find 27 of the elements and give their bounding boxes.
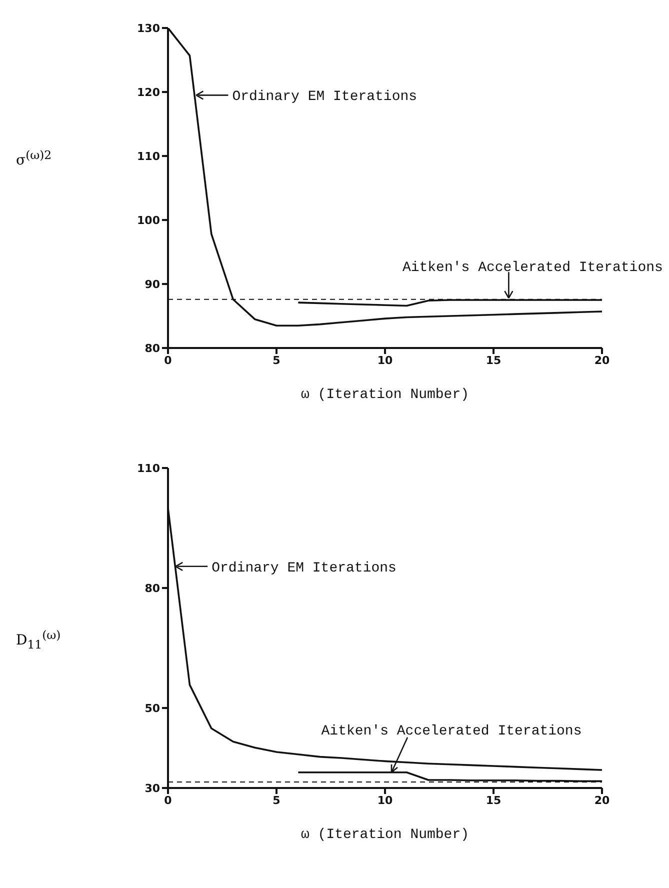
x-tick-label: 15 xyxy=(486,354,502,367)
y-tick-label: 130 xyxy=(137,22,160,35)
y-tick-label: 80 xyxy=(144,342,160,355)
y-tick-label: 100 xyxy=(137,214,160,227)
y-tick-label: 110 xyxy=(137,462,160,475)
y-tick-label: 110 xyxy=(137,150,160,163)
x-axis-title: ω (Iteration Number) xyxy=(300,827,470,843)
y-tick-label: 90 xyxy=(144,278,160,291)
x-tick-label: 15 xyxy=(486,794,502,807)
x-tick-label: 0 xyxy=(164,794,172,807)
x-tick-label: 10 xyxy=(377,354,393,367)
x-tick-label: 5 xyxy=(272,354,280,367)
x-tick-label: 5 xyxy=(272,794,280,807)
x-tick-label: 10 xyxy=(377,794,393,807)
y-tick-label: 30 xyxy=(144,782,160,795)
y-tick-label: 80 xyxy=(144,582,160,595)
x-tick-label: 20 xyxy=(594,354,610,367)
annotation: Aitken's Accelerated Iterations xyxy=(321,723,582,740)
x-tick-label: 0 xyxy=(164,354,172,367)
y-tick-label: 50 xyxy=(144,702,160,715)
annotation: Ordinary EM Iterations xyxy=(232,89,418,106)
annotation: Aitken's Accelerated Iterations xyxy=(402,260,663,276)
x-tick-label: 20 xyxy=(594,794,610,807)
y-tick-label: 120 xyxy=(137,86,160,99)
annotation: Ordinary EM Iterations xyxy=(212,560,396,576)
y-axis-title: σ$^{(ω)2}$ xyxy=(16,148,52,169)
x-axis-title: ω (Iteration Number) xyxy=(300,387,470,403)
